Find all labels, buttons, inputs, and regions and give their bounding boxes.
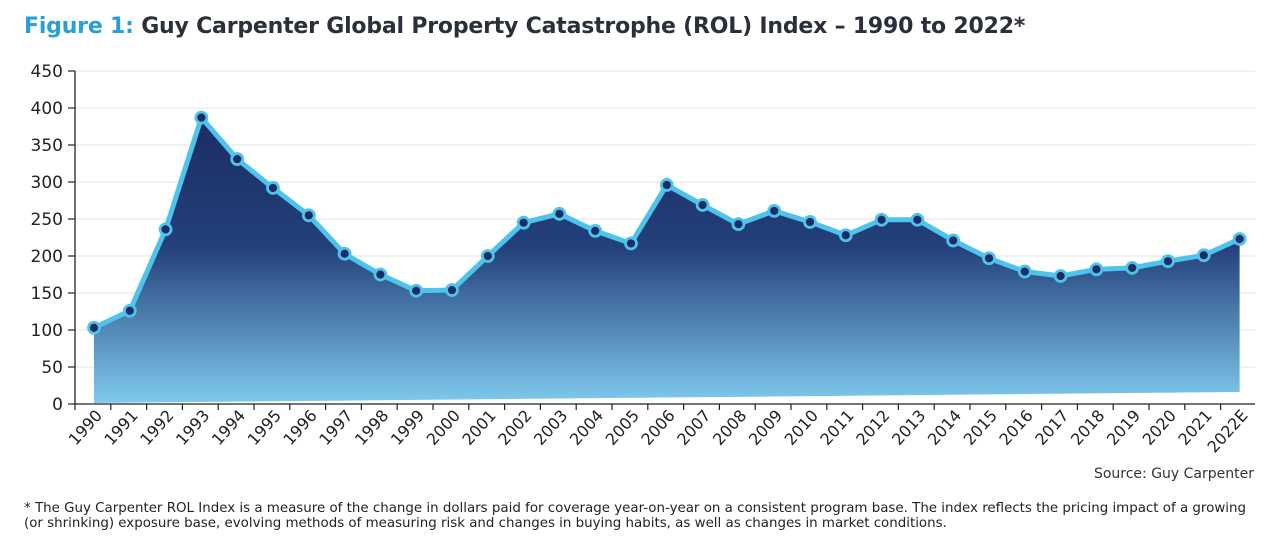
- figure-label: Figure 1:: [24, 14, 134, 39]
- y-tick-label: 400: [31, 99, 63, 119]
- x-tick-label: 2019: [1103, 406, 1144, 449]
- x-tick-label: 2014: [924, 406, 965, 449]
- data-point-1999: [409, 283, 424, 298]
- y-tick-label: 0: [52, 395, 63, 415]
- x-tick-label: 1996: [279, 406, 320, 449]
- data-point-1994: [230, 152, 245, 166]
- chart-title: Figure 1: Guy Carpenter Global Property …: [24, 14, 1025, 39]
- x-tick-label: 1999: [387, 406, 428, 449]
- x-tick-label: 1990: [65, 406, 106, 449]
- x-tick-label: 1995: [244, 406, 285, 449]
- x-tick-label: 1998: [351, 406, 392, 449]
- data-point-2016: [1017, 264, 1032, 279]
- data-point-2008: [731, 217, 746, 232]
- data-point-2017: [1053, 269, 1068, 283]
- footnote: * The Guy Carpenter ROL Index is a measu…: [24, 501, 1246, 531]
- x-tick-label: 2015: [960, 406, 1001, 449]
- data-point-2019: [1125, 260, 1140, 275]
- x-tick-label: 2020: [1139, 406, 1180, 449]
- x-tick-label: 1993: [172, 406, 213, 449]
- markers: [87, 110, 1247, 335]
- y-tick-label: 250: [31, 210, 63, 230]
- y-tick-label: 350: [31, 136, 63, 156]
- axes: [74, 71, 1255, 405]
- x-tick-label: 2022E: [1203, 406, 1251, 456]
- title-text: Guy Carpenter Global Property Catastroph…: [141, 14, 1026, 39]
- y-tick-label: 450: [31, 62, 63, 82]
- area-layer: [94, 117, 1240, 405]
- x-tick-label: 1992: [136, 406, 177, 449]
- y-tick-label: 300: [31, 173, 63, 193]
- data-point-2014: [946, 233, 961, 248]
- x-tick-label: 2017: [1031, 406, 1072, 449]
- x-tick-label: 1994: [208, 406, 249, 449]
- x-tick-label: 2010: [781, 406, 822, 449]
- y-tick-label: 150: [31, 284, 63, 304]
- x-tick-label: 2012: [852, 406, 893, 449]
- data-point-2021: [1196, 248, 1211, 263]
- x-tick-label: 2004: [566, 406, 607, 449]
- x-tick-label: 2006: [637, 406, 678, 449]
- data-point-1993: [194, 110, 209, 125]
- source-note: Source: Guy Carpenter: [1093, 466, 1254, 482]
- x-tick-label: 2018: [1067, 406, 1108, 449]
- rol-index-chart: 0 50 100 150 200 250 300 350 400 450 199019911992…: [31, 62, 1255, 456]
- data-point-2009: [767, 203, 782, 218]
- x-axis-ticks: 1990199119921993199419951996199719981999…: [65, 404, 1252, 456]
- data-point-2012: [874, 212, 889, 227]
- x-tick-label: 2007: [673, 406, 714, 449]
- data-point-2000: [445, 283, 459, 297]
- x-tick-label: 2013: [888, 406, 929, 449]
- x-tick-label: 2005: [602, 406, 643, 449]
- data-point-1995: [266, 181, 280, 195]
- data-point-2006: [659, 178, 674, 192]
- data-point-1991: [122, 303, 137, 318]
- y-tick-label: 100: [31, 321, 63, 341]
- data-point-2018: [1089, 262, 1104, 277]
- x-tick-label: 1991: [100, 406, 141, 449]
- x-tick-label: 2008: [709, 406, 750, 449]
- data-point-1990: [87, 320, 101, 335]
- data-point-2010: [803, 215, 817, 229]
- x-tick-label: 1997: [315, 406, 356, 449]
- data-point-1997: [337, 246, 352, 261]
- x-tick-label: 2016: [995, 406, 1036, 449]
- y-tick-label: 200: [31, 247, 63, 267]
- data-point-2004: [588, 223, 603, 238]
- area-fill: [94, 117, 1240, 405]
- data-point-2002: [516, 215, 531, 230]
- y-tick-label: 50: [41, 358, 63, 378]
- data-point-2020: [1161, 254, 1175, 269]
- x-tick-label: 2000: [423, 406, 464, 449]
- data-point-2013: [910, 212, 925, 227]
- data-point-1992: [158, 222, 173, 237]
- data-point-2007: [695, 198, 710, 212]
- data-point-2005: [624, 236, 638, 251]
- data-point-1996: [301, 208, 316, 223]
- data-point-2001: [480, 249, 495, 263]
- x-tick-label: 2003: [530, 406, 571, 449]
- x-tick-label: 2001: [458, 406, 499, 449]
- x-tick-label: 2002: [494, 406, 535, 449]
- x-tick-label: 2011: [816, 406, 857, 449]
- data-point-2015: [982, 251, 996, 266]
- data-point-2022E: [1232, 232, 1247, 246]
- data-point-2003: [552, 206, 567, 221]
- x-tick-label: 2009: [745, 406, 786, 449]
- data-point-1998: [373, 267, 388, 282]
- data-point-2011: [838, 228, 853, 243]
- y-axis-ticks: 0 50 100 150 200 250 300 350 400 450: [31, 62, 75, 415]
